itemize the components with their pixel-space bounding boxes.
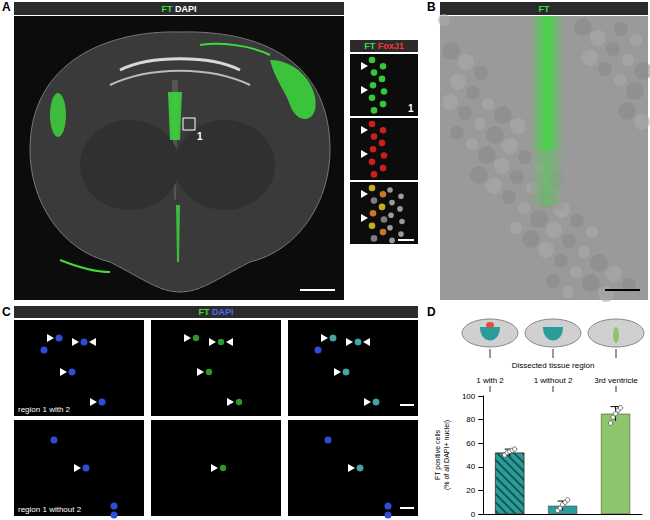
svg-text:FT: FT	[539, 4, 550, 14]
svg-text:FT FoxJ1: FT FoxJ1	[364, 41, 404, 51]
svg-text:D: D	[427, 305, 436, 319]
svg-text:FT DAPI: FT DAPI	[161, 4, 196, 14]
svg-text:0: 0	[471, 510, 476, 519]
svg-text:20: 20	[466, 486, 475, 495]
svg-text:1: 1	[197, 131, 203, 142]
svg-text:1 without 2: 1 without 2	[534, 376, 573, 385]
svg-text:3rd ventricle: 3rd ventricle	[594, 376, 638, 385]
svg-text:FT positive cells: FT positive cells	[434, 429, 442, 480]
svg-text:B: B	[427, 0, 436, 14]
svg-text:FT DAPI: FT DAPI	[198, 307, 233, 317]
svg-text:40: 40	[466, 462, 475, 471]
svg-text:100: 100	[462, 392, 476, 401]
svg-text:(% of all DAPI+ nuclei): (% of all DAPI+ nuclei)	[443, 420, 451, 490]
svg-text:60: 60	[466, 439, 475, 448]
svg-text:A: A	[2, 0, 11, 14]
svg-text:80: 80	[466, 415, 475, 424]
svg-text:1 with 2: 1 with 2	[476, 376, 504, 385]
svg-text:Dissected tissue region: Dissected tissue region	[512, 361, 595, 370]
svg-text:region 1 without 2: region 1 without 2	[18, 505, 82, 514]
svg-text:region 1 with 2: region 1 with 2	[18, 405, 71, 414]
svg-text:1: 1	[408, 103, 414, 114]
svg-text:C: C	[2, 305, 11, 319]
